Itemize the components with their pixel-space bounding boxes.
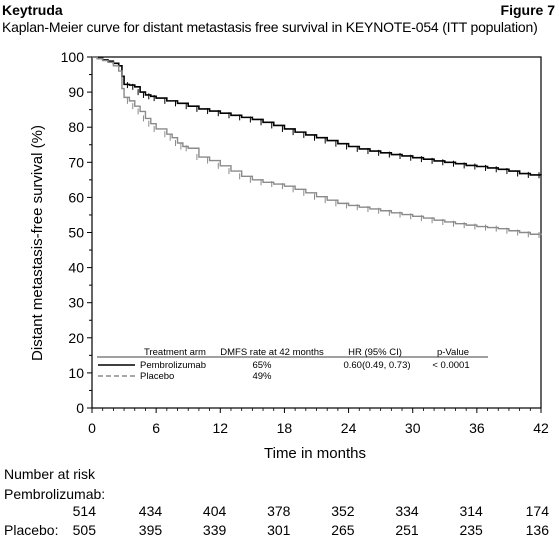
y-axis-label: Distant metastasis-free survival (%) [29,125,46,361]
risk-count-pembro: 334 [395,503,419,519]
x-tick-label: 12 [212,420,228,436]
y-tick-label: 70 [68,154,84,170]
chart-axes: 0 10 20 30 40 50 60 70 80 90 100 0 6 12 18 24 30 36 42 [61,49,549,436]
legend-arm: Pembrolizumab [140,360,206,371]
x-tick-label: 6 [152,420,160,436]
series-line-placebo [92,56,542,235]
risk-count-pembro: 174 [525,503,549,519]
y-tick-label: 30 [68,295,84,311]
x-tick-label: 18 [277,420,293,436]
risk-count-placebo: 301 [267,522,291,538]
y-tick-label: 80 [68,119,84,135]
y-tick-label: 40 [68,260,84,276]
risk-count-pembro: 514 [72,503,96,519]
series-line-pembrolizumab [92,56,542,176]
legend-rate: 49% [252,371,272,382]
y-tick-label: 90 [68,84,84,100]
y-tick-label: 0 [76,400,84,416]
brand-name: Keytruda [2,2,63,18]
risk-count-placebo: 339 [202,522,227,538]
risk-table-title: Number at risk [4,466,96,482]
legend-header: HR (95% CI) [348,347,402,358]
risk-count-placebo: 251 [395,522,419,538]
y-tick-label: 10 [68,365,84,381]
chart-series [92,56,542,238]
x-tick-label: 0 [88,420,96,436]
risk-count-pembro: 404 [202,503,227,519]
legend-hr: 0.60(0.49, 0.73) [343,360,410,371]
risk-count-pembro: 352 [331,503,355,519]
risk-count-placebo: 265 [331,522,355,538]
x-axis-label: Time in months [264,445,366,462]
y-tick-label: 50 [68,225,84,241]
legend-pvalue: < 0.0001 [432,360,469,371]
y-tick-label: 20 [68,330,84,346]
legend-rate: 65% [252,360,272,371]
risk-count-pembro: 314 [459,503,483,519]
legend-header: p-Value [437,347,469,358]
legend-arm: Placebo [140,371,174,382]
risk-count-placebo: 136 [525,522,549,538]
x-tick-label: 42 [533,420,549,436]
chart-title: Kaplan-Meier curve for distant metastasi… [2,19,538,35]
x-tick-label: 36 [469,420,485,436]
figure-label: Figure 7 [500,2,555,18]
risk-count-placebo: 235 [459,522,483,538]
risk-label-placebo: Placebo: [4,522,59,538]
risk-count-placebo: 505 [72,522,96,538]
y-tick-label: 60 [68,189,84,205]
legend-header: Treatment arm [144,347,206,358]
y-tick-label: 100 [61,49,85,65]
chart-legend: Treatment arm DMFS rate at 42 months HR (9… [97,347,488,382]
risk-count-placebo: 395 [138,522,163,538]
risk-count-pembro: 378 [267,503,291,519]
risk-count-pembro: 434 [138,503,163,519]
x-tick-label: 30 [405,420,421,436]
legend-header: DMFS rate at 42 months [220,347,324,358]
x-tick-label: 24 [341,420,357,436]
risk-label-pembrolizumab: Pembrolizumab: [4,486,106,502]
